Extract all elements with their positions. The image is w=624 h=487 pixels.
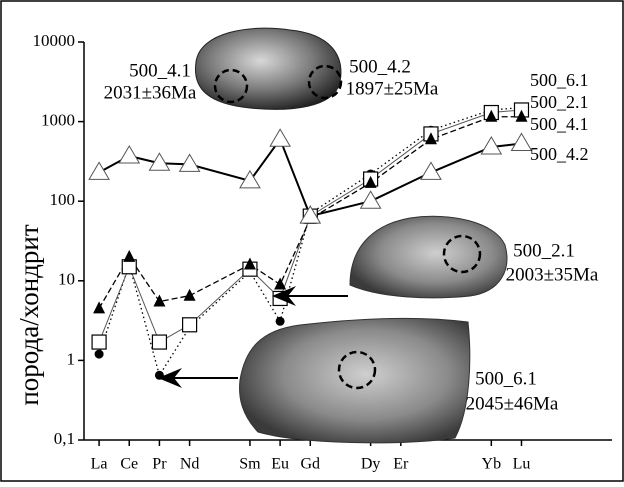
marker bbox=[182, 317, 198, 333]
marker bbox=[239, 169, 261, 189]
marker bbox=[91, 334, 107, 350]
marker bbox=[359, 190, 382, 209]
annotation: 500_4.2 bbox=[349, 56, 411, 77]
marker bbox=[485, 109, 498, 122]
series-label: 500_2.1 bbox=[530, 92, 589, 112]
annotation: 500_6.1 bbox=[475, 368, 537, 389]
marker bbox=[480, 135, 503, 155]
y-tick-label: 0,1 bbox=[54, 429, 75, 448]
annotation: 2045±46Ma bbox=[466, 393, 559, 414]
marker bbox=[148, 152, 171, 171]
marker bbox=[88, 161, 110, 180]
y-axis-label: порода/хондрит bbox=[14, 224, 44, 406]
marker bbox=[123, 249, 136, 262]
analysis-spot bbox=[307, 64, 343, 100]
marker bbox=[243, 257, 256, 270]
grain-image bbox=[349, 215, 508, 299]
marker bbox=[424, 132, 437, 145]
marker bbox=[420, 161, 442, 180]
annotation: 500_2.1 bbox=[513, 240, 575, 261]
analysis-spot bbox=[337, 350, 377, 390]
annotation: 2031±36Ma bbox=[104, 82, 197, 103]
marker bbox=[151, 334, 168, 350]
marker bbox=[178, 153, 201, 172]
series-label: 500_4.1 bbox=[530, 114, 589, 134]
x-tick-label: Sm bbox=[239, 456, 261, 473]
x-tick-label: Ce bbox=[120, 456, 138, 473]
x-tick-label: Yb bbox=[482, 456, 502, 473]
y-tick-label: 1000 bbox=[41, 111, 75, 130]
marker bbox=[272, 290, 288, 307]
x-tick-label: La bbox=[91, 456, 108, 473]
annotation: 1897±25Ma bbox=[346, 78, 439, 99]
grain-image bbox=[239, 317, 471, 444]
y-tick-label: 10000 bbox=[33, 31, 76, 50]
x-tick-label: Nd bbox=[180, 456, 200, 473]
marker bbox=[153, 294, 166, 307]
marker bbox=[183, 288, 196, 301]
marker bbox=[121, 259, 137, 275]
y-tick-label: 100 bbox=[50, 190, 76, 209]
series-label: 500_4.2 bbox=[530, 144, 589, 164]
analysis-spot bbox=[442, 234, 482, 274]
marker bbox=[364, 175, 377, 188]
grain-image bbox=[194, 27, 342, 110]
annotation: 2003±35Ma bbox=[506, 264, 599, 285]
y-tick-label: 10 bbox=[58, 270, 75, 289]
x-tick-label: Gd bbox=[301, 456, 321, 473]
marker bbox=[510, 132, 533, 152]
marker bbox=[94, 349, 104, 359]
x-tick-label: Er bbox=[393, 456, 409, 473]
y-tick-label: 1 bbox=[67, 349, 76, 368]
plot-area: 0,1 1 10 100 1000 10000 La Ce Pr Nd Sm Eu Gd Dy Er Yb Lu bbox=[33, 31, 612, 473]
marker bbox=[269, 128, 291, 147]
marker bbox=[274, 277, 287, 290]
x-tick-label: Eu bbox=[271, 456, 289, 473]
marker bbox=[118, 144, 141, 164]
marker bbox=[93, 301, 106, 314]
x-tick-label: Pr bbox=[152, 456, 167, 473]
x-tick-label: Lu bbox=[513, 456, 531, 473]
x-tick-label: Dy bbox=[361, 456, 381, 473]
marker bbox=[299, 205, 322, 224]
series-label: 500_6.1 bbox=[530, 70, 589, 90]
annotation: 500_4.1 bbox=[129, 60, 191, 81]
series-line bbox=[98, 137, 522, 218]
marker bbox=[515, 109, 528, 122]
analysis-spot bbox=[213, 68, 249, 104]
marker bbox=[275, 316, 285, 326]
